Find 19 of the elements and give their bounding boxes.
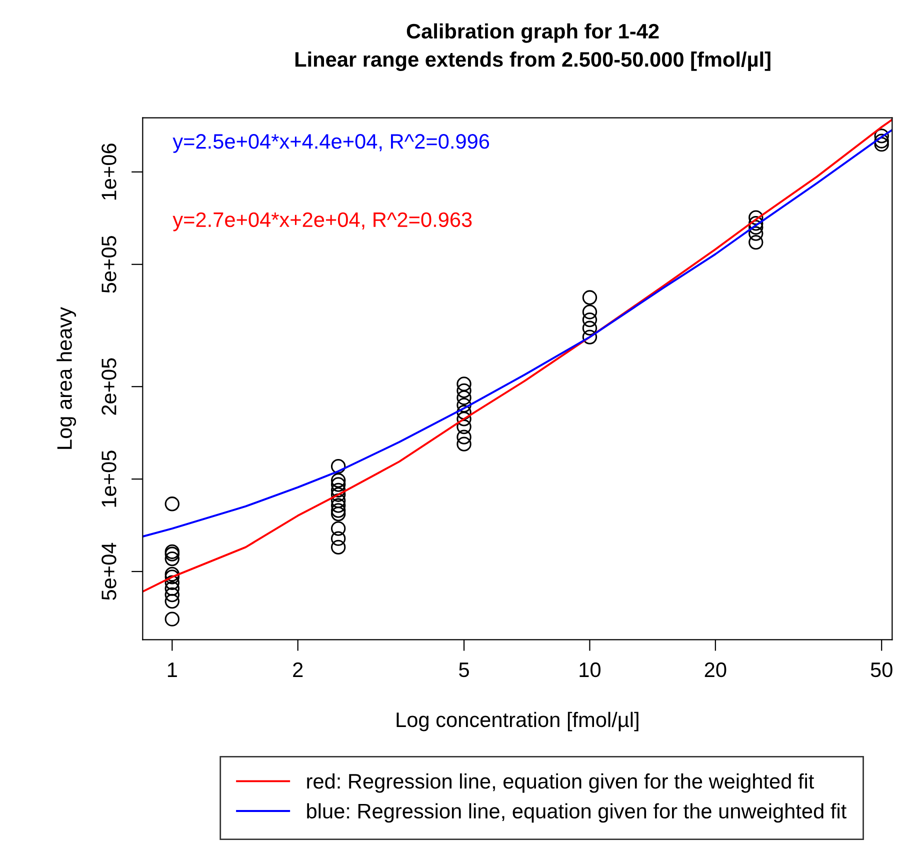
y-tick-label: 2e+05 xyxy=(102,358,116,415)
x-tick-label: 20 xyxy=(704,662,726,678)
legend-label: blue: Regression line, equation given for the unweighted fit xyxy=(307,803,846,823)
x-tick-label: 2 xyxy=(293,662,303,677)
annotation: y=2.5e+04*x+4.4e+04, R^2=0.996 xyxy=(172,134,490,153)
x-tick-label: 5 xyxy=(459,662,469,678)
annotation: y=2.7e+04*x+2e+04, R^2=0.963 xyxy=(172,212,472,232)
x-axis-title: Log concentration [fmol/µl] xyxy=(396,712,638,732)
y-tick-label: 1e+06 xyxy=(102,144,116,200)
x-tick-label: 50 xyxy=(870,662,892,678)
x-tick-label: 10 xyxy=(580,662,600,678)
y-tick-label: 5e+05 xyxy=(102,236,116,293)
chart-title: Calibration graph for 1-42 xyxy=(406,23,659,43)
chart-subtitle: Linear range extends from 2.500-50.000 [fmol/µl] xyxy=(295,52,770,72)
y-axis-title: Log area heavy xyxy=(56,306,76,449)
y-tick-label: 1e+05 xyxy=(102,450,116,507)
y-tick-label: 5e+04 xyxy=(102,542,116,600)
legend-label: red: Regression line, equation given for the weighted fit xyxy=(307,773,814,793)
x-tick-label: 1 xyxy=(168,662,177,677)
